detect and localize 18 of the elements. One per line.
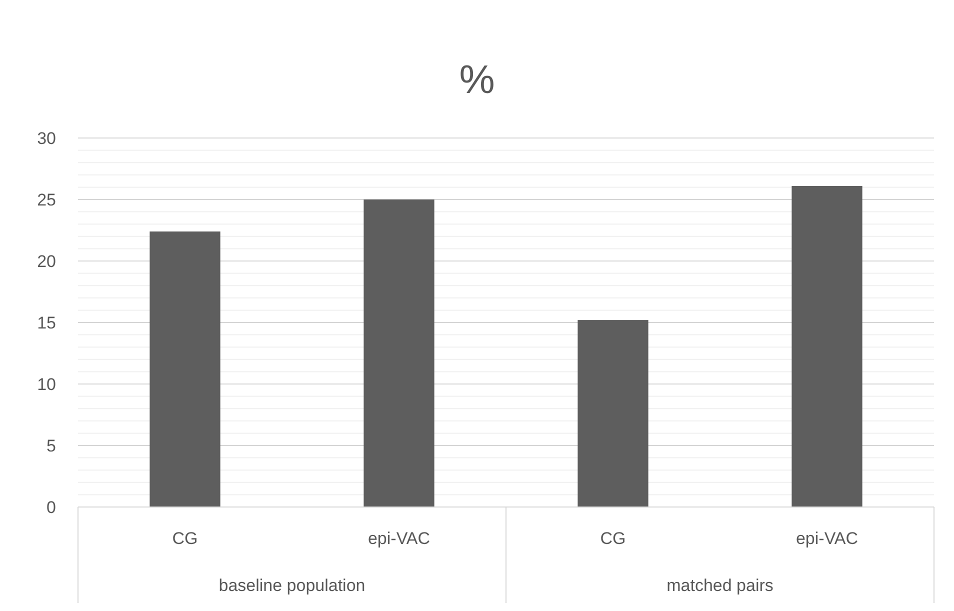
x-tick-label: epi-VAC — [368, 529, 430, 548]
y-tick-label: 25 — [37, 190, 56, 210]
y-tick-label: 15 — [37, 313, 56, 332]
bar — [578, 320, 648, 507]
x-tick-label: epi-VAC — [796, 529, 858, 548]
bar — [792, 186, 862, 507]
x-tick-label: CG — [600, 529, 626, 548]
text: matched pairs — [666, 576, 774, 595]
x-tick-label: CG — [172, 529, 198, 548]
y-tick-label: 10 — [37, 374, 56, 394]
bar — [364, 200, 434, 507]
y-tick-label: 0 — [46, 498, 56, 517]
y-tick-label: 5 — [46, 436, 56, 456]
y-tick-label: 30 — [37, 128, 56, 148]
y-tick-label: 20 — [37, 252, 56, 271]
chart-title: % — [459, 58, 495, 102]
text: baseline population — [218, 576, 366, 595]
bar — [150, 231, 220, 507]
